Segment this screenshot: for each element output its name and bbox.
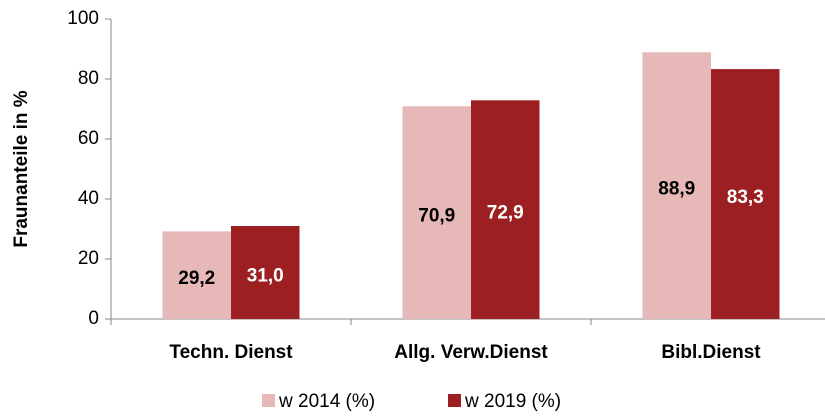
bar <box>642 52 711 320</box>
y-tick-label: 100 <box>67 8 99 29</box>
value-label: 31,0 <box>247 266 284 287</box>
x-tick-label: Techn. Dienst <box>169 342 293 363</box>
y-tick-label: 40 <box>78 188 99 209</box>
legend-swatch <box>262 394 275 407</box>
y-tick-label: 80 <box>78 68 99 89</box>
bar <box>471 100 540 319</box>
value-label: 72,9 <box>487 203 524 224</box>
value-label: 88,9 <box>658 179 695 200</box>
y-tick-label: 20 <box>78 248 99 269</box>
value-label: 29,2 <box>178 268 215 289</box>
value-label: 83,3 <box>727 187 764 208</box>
bar <box>402 106 471 319</box>
x-tick-label: Bibl.Dienst <box>661 342 761 363</box>
legend-swatch <box>448 394 461 407</box>
legend-label: w 2019 (%) <box>464 391 561 412</box>
x-tick-label: Allg. Verw.Dienst <box>394 342 548 363</box>
y-axis-label: Fraunanteile in % <box>11 90 32 247</box>
bar <box>231 226 300 319</box>
bar <box>162 231 231 319</box>
bar <box>711 69 780 319</box>
legend-label: w 2014 (%) <box>278 391 375 412</box>
value-label: 70,9 <box>418 206 455 227</box>
y-tick-label: 60 <box>78 128 99 149</box>
y-tick-label: 0 <box>88 308 99 329</box>
